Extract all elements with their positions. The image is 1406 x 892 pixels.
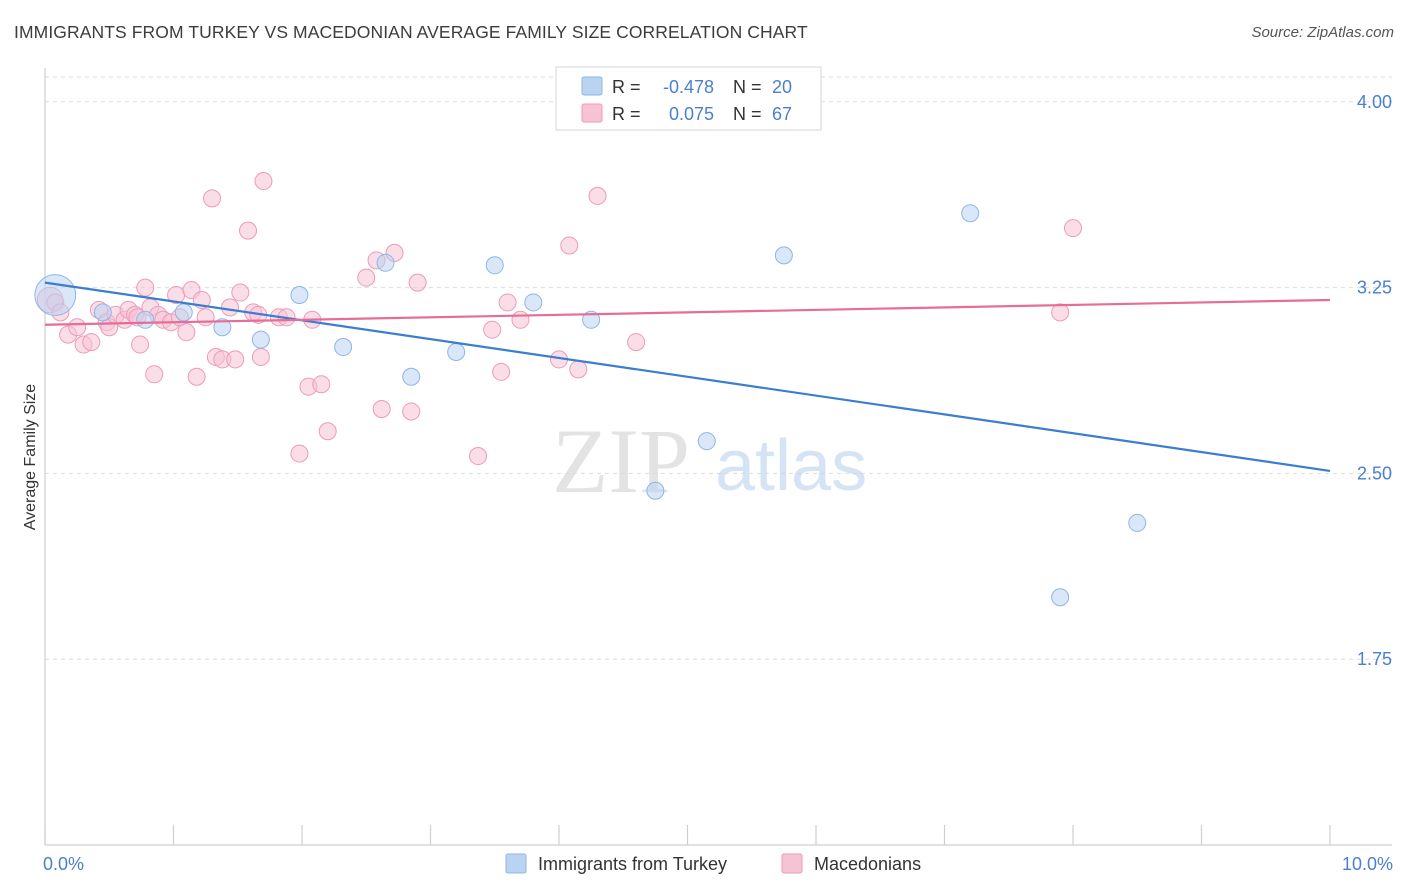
macedonian-point xyxy=(627,333,646,352)
turkey-point xyxy=(697,432,716,451)
source-label: Source: ZipAtlas.com xyxy=(1251,24,1394,41)
macedonian-point xyxy=(254,172,273,191)
macedonian-point xyxy=(372,399,391,418)
stats-n-label: N = xyxy=(733,104,762,124)
macedonian-point xyxy=(469,447,488,466)
macedonian-point xyxy=(402,402,421,421)
turkey-point xyxy=(34,274,77,316)
turkey-point xyxy=(485,256,504,275)
turkey-point xyxy=(251,330,270,349)
legend-swatch-turkey xyxy=(505,853,527,874)
stats-n-value: 20 xyxy=(772,77,792,97)
stats-r-value: 0.075 xyxy=(669,104,714,124)
macedonian-trend-line xyxy=(44,298,1331,326)
macedonian-point xyxy=(196,308,215,327)
macedonian-point xyxy=(251,347,270,366)
turkey-point xyxy=(402,367,421,386)
legend-swatch-macedonian xyxy=(781,853,803,874)
macedonian-point xyxy=(136,278,155,297)
turkey-point xyxy=(1051,588,1070,607)
legend-label-turkey: Immigrants from Turkey xyxy=(538,854,727,874)
stats-r-label: R = xyxy=(612,104,641,124)
trend-lines xyxy=(44,281,1331,472)
macedonian-point xyxy=(290,444,309,463)
watermark-zip: ZIP xyxy=(552,410,690,512)
turkey-point xyxy=(582,310,601,329)
macedonian-point xyxy=(312,375,331,394)
y-axis-label: Average Family Size xyxy=(22,384,39,531)
turkey-point xyxy=(290,286,309,305)
y-tick-label: 3.25 xyxy=(1357,278,1392,298)
turkey-point xyxy=(524,293,543,312)
macedonian-point xyxy=(318,422,337,441)
turkey-point xyxy=(447,342,466,361)
macedonian-point xyxy=(1051,303,1070,322)
axes: 0.0% 10.0% xyxy=(43,68,1393,874)
grid: 4.00 3.25 2.50 1.75 xyxy=(45,76,1392,669)
macedonian-point xyxy=(145,365,164,384)
macedonian-point xyxy=(492,362,511,381)
turkey-trend-line xyxy=(44,281,1331,472)
macedonian-point xyxy=(569,360,588,379)
macedonian-point xyxy=(498,293,517,312)
macedonian-point xyxy=(483,320,502,339)
chart-title: IMMIGRANTS FROM TURKEY VS MACEDONIAN AVE… xyxy=(14,22,808,42)
turkey-point xyxy=(1128,513,1147,532)
macedonian-point xyxy=(203,189,222,208)
turkey-point xyxy=(376,253,395,272)
stats-swatch-turkey xyxy=(581,76,603,96)
turkey-point xyxy=(174,303,193,322)
turkey-point xyxy=(213,318,232,337)
macedonian-point xyxy=(226,350,245,369)
watermark: ZIP atlas xyxy=(552,410,867,512)
watermark-atlas: atlas xyxy=(715,426,867,506)
stats-swatch-macedonian xyxy=(581,103,603,123)
macedonian-point xyxy=(177,323,196,342)
stats-legend: R = -0.478 N = 20 R = 0.075 N = 67 xyxy=(555,66,822,131)
x-tick-label-max: 10.0% xyxy=(1342,854,1393,874)
macedonian-point xyxy=(511,310,530,329)
legend: Immigrants from Turkey Macedonians xyxy=(505,853,921,874)
turkey-point xyxy=(136,310,155,329)
macedonian-point xyxy=(187,367,206,386)
turkey-point xyxy=(646,481,665,500)
turkey-point xyxy=(961,204,980,223)
macedonian-point xyxy=(68,318,87,337)
macedonian-point xyxy=(239,221,258,240)
macedonian-point xyxy=(82,333,101,352)
macedonian-point xyxy=(231,283,250,302)
macedonian-point xyxy=(560,236,579,255)
data-points xyxy=(34,172,1147,607)
macedonian-point xyxy=(357,268,376,287)
turkey-point xyxy=(774,246,793,265)
stats-n-label: N = xyxy=(733,77,762,97)
macedonian-point xyxy=(408,273,427,292)
x-tick-label-min: 0.0% xyxy=(43,854,84,874)
legend-label-macedonian: Macedonians xyxy=(814,854,921,874)
y-tick-label: 2.50 xyxy=(1357,463,1392,483)
turkey-point xyxy=(93,303,112,322)
macedonian-point xyxy=(131,335,150,354)
stats-n-value: 67 xyxy=(772,104,792,124)
y-tick-label: 4.00 xyxy=(1357,92,1392,112)
macedonian-point xyxy=(588,186,607,205)
stats-r-value: -0.478 xyxy=(663,77,714,97)
turkey-point xyxy=(334,338,353,357)
macedonian-point xyxy=(1064,219,1082,238)
stats-r-label: R = xyxy=(612,77,641,97)
y-tick-label: 1.75 xyxy=(1357,649,1392,669)
macedonian-point xyxy=(221,298,240,317)
